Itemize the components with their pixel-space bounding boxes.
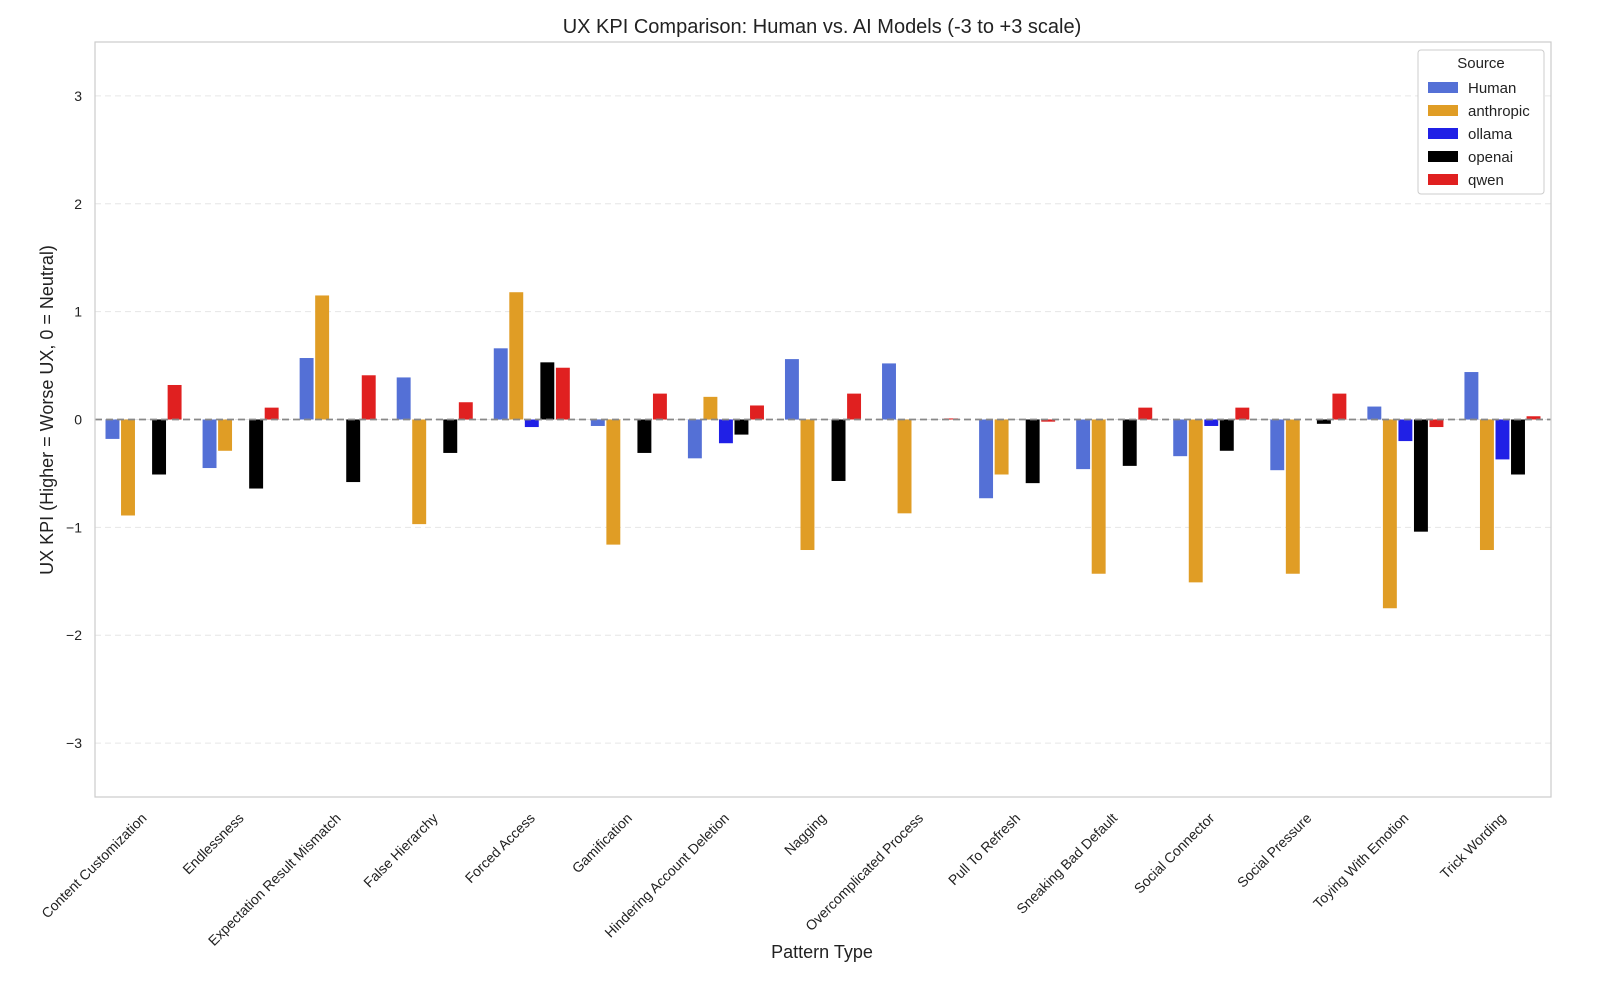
bar-ollama-4	[524, 419, 539, 428]
bar-qwen-0	[167, 384, 182, 420]
bar-anthropic-11	[1188, 419, 1203, 583]
bar-openai-3	[443, 419, 458, 453]
y-axis-ticks: 3 2 1 0 −1 −2 −3	[66, 88, 82, 751]
bar-qwen-10	[1138, 407, 1153, 420]
bar-anthropic-10	[1091, 419, 1106, 574]
series-anthropic	[121, 292, 1494, 609]
bar-human-10	[1076, 419, 1091, 470]
bar-ollama-13	[1398, 419, 1413, 442]
bar-openai-2	[346, 419, 361, 483]
bar-human-14	[1464, 372, 1479, 420]
bar-anthropic-8	[897, 419, 912, 514]
legend-label-anthropic: anthropic	[1468, 103, 1530, 120]
bar-openai-13	[1413, 419, 1428, 532]
y-tick-label: −1	[66, 519, 82, 535]
bar-human-9	[979, 419, 994, 499]
bar-human-4	[493, 348, 508, 420]
bar-ollama-14	[1495, 419, 1510, 460]
legend-label-openai: openai	[1468, 149, 1513, 166]
bar-qwen-5	[652, 393, 667, 420]
series-ollama	[524, 419, 1510, 460]
bar-human-11	[1173, 419, 1188, 457]
plot-frame	[94, 41, 1552, 798]
bar-qwen-7	[847, 393, 862, 420]
bar-human-1	[202, 419, 217, 469]
bar-anthropic-7	[800, 419, 815, 551]
bar-anthropic-0	[121, 419, 135, 516]
bar-human-7	[784, 359, 799, 420]
y-tick-label: 1	[74, 304, 82, 320]
bar-human-0	[105, 419, 120, 439]
bar-anthropic-6	[703, 396, 718, 420]
bar-anthropic-2	[315, 295, 330, 420]
bar-qwen-14	[1526, 416, 1541, 420]
bar-openai-5	[637, 419, 652, 453]
chart-title: UX KPI Comparison: Human vs. AI Models (…	[563, 16, 1082, 38]
legend-label-qwen: qwen	[1468, 172, 1504, 189]
legend-label-ollama: ollama	[1468, 126, 1513, 143]
y-axis-label: UX KPI (Higher = Worse UX, 0 = Neutral)	[37, 245, 57, 575]
bar-qwen-12	[1332, 393, 1347, 420]
bar-openai-11	[1219, 419, 1234, 451]
bar-human-8	[882, 363, 896, 420]
bar-human-2	[299, 358, 314, 420]
series-openai	[152, 362, 1525, 532]
bar-anthropic-13	[1382, 419, 1397, 609]
bar-human-6	[687, 419, 702, 459]
bar-ollama-11	[1204, 419, 1219, 426]
bar-qwen-9	[1041, 419, 1056, 422]
bar-qwen-6	[750, 405, 764, 420]
bar-openai-12	[1316, 419, 1331, 424]
bar-qwen-1	[264, 407, 279, 420]
bar-openai-1	[249, 419, 264, 489]
bar-human-12	[1270, 419, 1285, 471]
bar-openai-14	[1511, 419, 1525, 475]
x-axis-label: Pattern Type	[771, 942, 873, 962]
bar-human-3	[396, 377, 411, 420]
bar-qwen-4	[555, 367, 570, 420]
bar-qwen-2	[361, 375, 376, 420]
bar-anthropic-5	[606, 419, 621, 545]
bar-qwen-8	[944, 418, 959, 420]
bar-qwen-3	[458, 402, 473, 420]
y-tick-label: −2	[66, 627, 82, 643]
y-tick-label: 0	[74, 412, 82, 428]
legend-label-human: Human	[1468, 80, 1516, 97]
bar-anthropic-4	[509, 292, 524, 420]
bar-anthropic-14	[1479, 419, 1494, 551]
bar-ollama-6	[718, 419, 733, 444]
bar-openai-0	[152, 419, 167, 475]
legend-swatch-anthropic	[1428, 105, 1458, 116]
legend-title: Source	[1457, 55, 1505, 72]
bar-anthropic-12	[1285, 419, 1300, 574]
bar-openai-6	[734, 419, 749, 435]
bar-openai-7	[831, 419, 846, 481]
series-human	[105, 348, 1479, 499]
legend-swatch-qwen	[1428, 174, 1458, 185]
bar-qwen-13	[1429, 419, 1444, 428]
bar-openai-4	[540, 362, 555, 420]
bar-human-5	[590, 419, 605, 426]
series-qwen	[167, 367, 1541, 428]
legend-swatch-ollama	[1428, 128, 1458, 139]
y-tick-label: 2	[74, 196, 82, 212]
bars	[105, 292, 1541, 609]
legend: Source Human anthropic ollama openai qwen	[1417, 49, 1545, 195]
bar-openai-9	[1025, 419, 1040, 484]
bar-anthropic-1	[218, 419, 233, 451]
bar-anthropic-9	[994, 419, 1009, 475]
bar-openai-10	[1122, 419, 1137, 466]
bar-human-13	[1367, 406, 1382, 420]
bar-qwen-11	[1235, 407, 1250, 420]
legend-swatch-human	[1428, 82, 1458, 93]
y-tick-label: −3	[66, 735, 82, 751]
legend-swatch-openai	[1428, 151, 1458, 162]
bar-anthropic-3	[412, 419, 427, 525]
y-tick-label: 3	[74, 88, 82, 104]
